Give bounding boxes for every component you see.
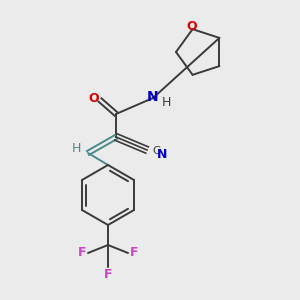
Text: H: H [71,142,81,155]
Text: O: O [89,92,99,104]
Text: F: F [130,247,138,260]
Text: C: C [152,146,160,156]
Text: N: N [147,90,159,104]
Text: N: N [157,148,167,161]
Text: F: F [78,247,86,260]
Text: H: H [161,97,171,110]
Text: O: O [186,20,197,33]
Text: F: F [104,268,112,281]
